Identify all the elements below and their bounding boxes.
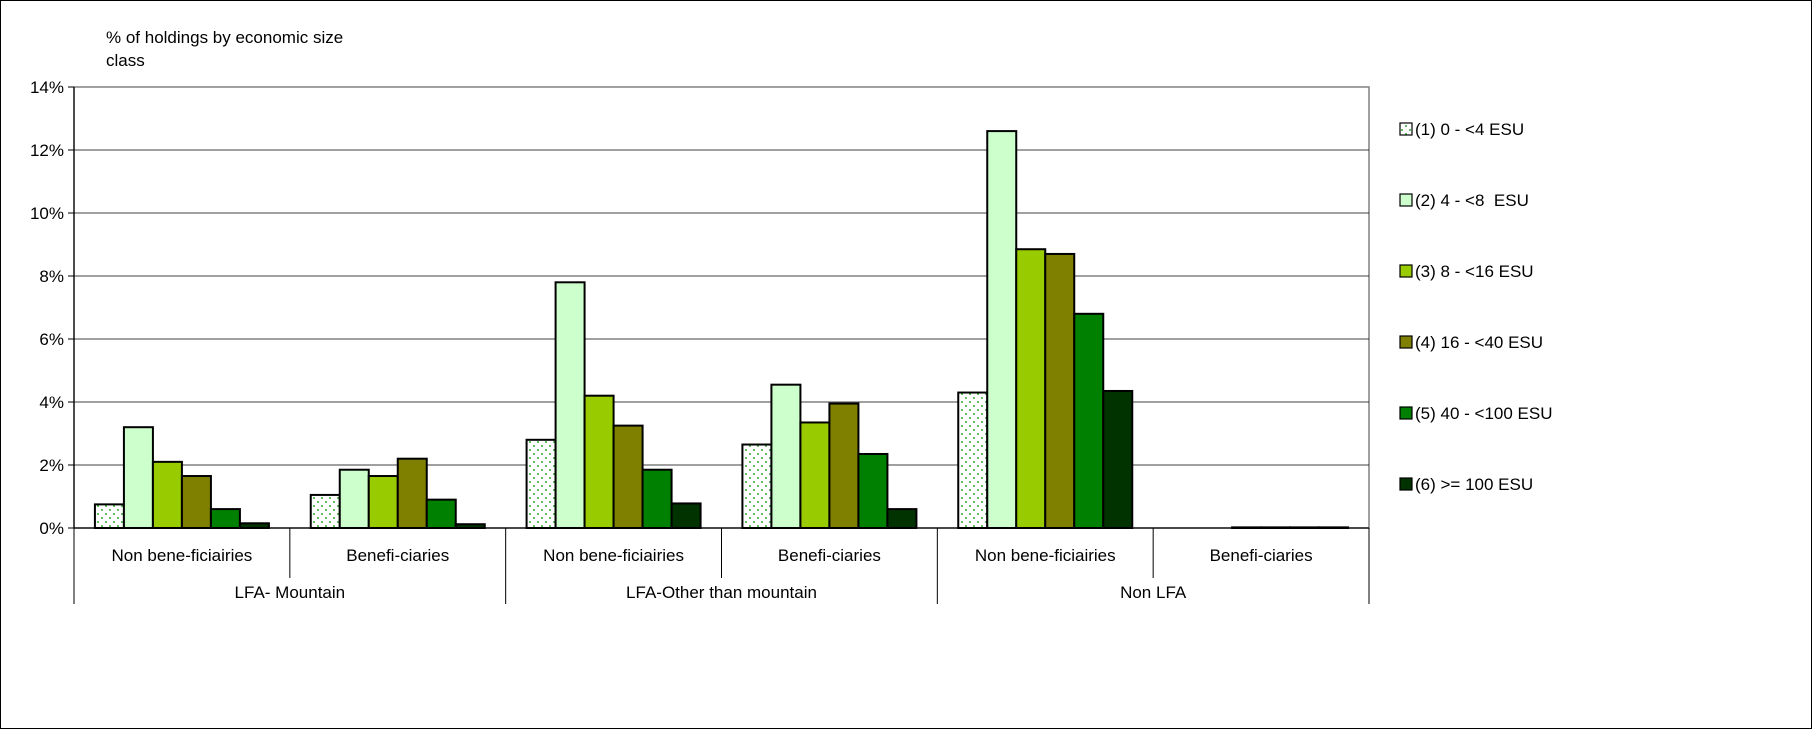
bar: [857, 452, 889, 530]
x-tick-label: Benefi-ciaries: [346, 546, 449, 565]
bar: [828, 402, 860, 530]
bar: [612, 424, 644, 529]
bar: [670, 502, 702, 529]
x-group-label: LFA-Other than mountain: [626, 583, 817, 602]
x-tick-label: Benefi-ciaries: [1210, 546, 1313, 565]
bar: [886, 508, 918, 530]
legend-label: (6) >= 100 ESU: [1415, 475, 1533, 494]
bar: [1044, 252, 1076, 529]
legend-swatch: [1399, 122, 1413, 136]
legend-swatch: [1399, 335, 1413, 349]
x-group-label: LFA- Mountain: [235, 583, 346, 602]
legend-label: (4) 16 - <40 ESU: [1415, 333, 1543, 352]
bar: [1015, 248, 1047, 529]
bar: [641, 468, 673, 530]
x-group-label: Non LFA: [1120, 583, 1187, 602]
y-tick-label: 12%: [30, 141, 64, 160]
bar: [1073, 312, 1105, 529]
bar: [525, 438, 557, 529]
bar: [554, 281, 586, 529]
legend-swatch: [1399, 406, 1413, 420]
bar: [151, 460, 183, 530]
gridlines: [74, 149, 1369, 466]
x-axis: Non bene-ficiairies Benefi-ciaries Non ben…: [73, 527, 1370, 604]
legend-label: (3) 8 - <16 ESU: [1415, 262, 1534, 281]
bar: [986, 130, 1018, 529]
legend-label: (2) 4 - <8 ESU: [1415, 191, 1529, 210]
x-tick-label: Non bene-ficiairies: [112, 546, 253, 565]
bar: [741, 443, 773, 529]
legend-swatch: [1399, 193, 1413, 207]
bar: [122, 426, 154, 530]
x-tick-label: Non bene-ficiairies: [975, 546, 1116, 565]
bar: [396, 457, 428, 530]
bar: [425, 498, 457, 529]
legend-swatch: [1399, 477, 1413, 491]
x-tick-label: Non bene-ficiairies: [543, 546, 684, 565]
y-axis-title-line-2: class: [106, 51, 145, 70]
bar: [209, 508, 241, 530]
bar: [799, 421, 831, 530]
y-tick-label: 6%: [39, 330, 64, 349]
y-axis-title-line-1: % of holdings by economic size: [106, 28, 343, 47]
bar: [957, 391, 989, 529]
bar: [238, 522, 270, 530]
y-tick-label: 4%: [39, 393, 64, 412]
bar: [1102, 389, 1134, 529]
legend: (1) 0 - <4 ESU (2) 4 - <8 ESU (3) 8 - <16 …: [1399, 120, 1553, 494]
bar: [180, 475, 212, 529]
bar: [309, 493, 341, 529]
y-tick-label: 10%: [30, 204, 64, 223]
y-tick-label: 0%: [39, 519, 64, 538]
y-tick-label: 14%: [30, 78, 64, 97]
legend-label: (5) 40 - <100 ESU: [1415, 404, 1553, 423]
y-tick-label: 8%: [39, 267, 64, 286]
bar: [583, 394, 615, 530]
y-axis: 0% 2% 4% 6% 8% 10% 12% 14%: [30, 78, 75, 538]
legend-swatch: [1399, 264, 1413, 278]
bar: [367, 475, 399, 529]
y-tick-label: 2%: [39, 456, 64, 475]
legend-label: (1) 0 - <4 ESU: [1415, 120, 1524, 139]
x-tick-label: Benefi-ciaries: [778, 546, 881, 565]
bar: [93, 503, 125, 529]
bar: [770, 383, 802, 529]
bar: [338, 468, 370, 530]
plot-area: [73, 86, 1370, 529]
